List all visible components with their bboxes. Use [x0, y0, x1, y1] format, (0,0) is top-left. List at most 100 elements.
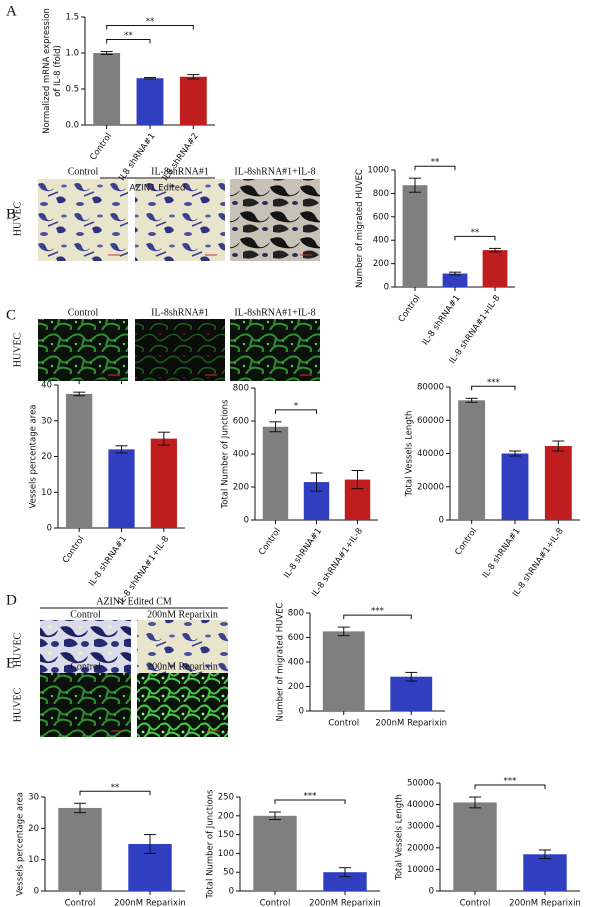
- y-axis-label: Total Vessels Length: [404, 411, 414, 498]
- error-bar: [469, 796, 481, 809]
- bar: [150, 438, 177, 528]
- bar: [253, 815, 297, 891]
- error-bar: [187, 74, 200, 80]
- x-tick-label: 200nM Reparixin: [309, 899, 381, 907]
- y-tick-label: 60000: [417, 416, 444, 426]
- y-axis-label: Total Number of Junctions: [205, 789, 215, 900]
- bar: [323, 872, 367, 891]
- y-tick-label: 0: [429, 887, 434, 897]
- bar: [453, 802, 497, 891]
- significance-bracket: [474, 784, 546, 790]
- y-tick-label: 200: [233, 483, 249, 493]
- y-tick-label: 30: [41, 416, 52, 426]
- y-axis-label: of IL-8 (fold): [53, 45, 63, 97]
- y-tick-label: 200: [373, 259, 389, 269]
- x-tick-label: Control: [61, 534, 87, 565]
- significance-label: **: [146, 17, 155, 27]
- significance-bracket: [454, 235, 496, 241]
- y-tick-label: 800: [288, 609, 304, 619]
- y-tick-label: 10000: [407, 865, 434, 875]
- y-tick-label: 0: [299, 707, 304, 717]
- image-header: AZIN1 Edited CM: [96, 596, 172, 607]
- bar: [322, 631, 365, 711]
- y-axis-label: Number of migrated HUVEC: [355, 169, 365, 288]
- error-bar: [269, 421, 282, 433]
- y-tick-label: 1000: [367, 166, 389, 176]
- column-label: IL-8shRNA#1: [151, 307, 209, 318]
- y-tick-label: 10: [41, 488, 52, 498]
- significance-label: ***: [487, 378, 500, 388]
- bar: [390, 676, 433, 711]
- column-label: IL-8shRNA#1: [151, 166, 209, 177]
- panel-letter: C: [6, 307, 16, 323]
- bar: [108, 449, 135, 528]
- row-label: HUVEC: [12, 201, 23, 236]
- bar: [544, 446, 572, 520]
- significance-label: **: [471, 228, 480, 238]
- y-tick-label: 0: [244, 516, 249, 526]
- y-tick-label: 1.0: [65, 49, 79, 59]
- y-tick-label: 0: [439, 516, 444, 526]
- bar: [262, 426, 289, 520]
- error-bar: [337, 626, 350, 637]
- micrograph: [230, 319, 320, 381]
- x-tick-label: Control: [65, 899, 96, 907]
- micrograph: [135, 179, 225, 261]
- error-bar: [269, 811, 281, 821]
- x-tick-label: Control: [460, 899, 491, 907]
- micrograph: [137, 620, 228, 682]
- micrograph: [40, 673, 131, 737]
- y-axis-label: Normalized mRNA expression: [42, 8, 52, 134]
- bar: [136, 78, 164, 125]
- y-tick-label: 100: [218, 849, 234, 859]
- bar: [458, 400, 486, 520]
- row-label: HUVEC: [12, 632, 23, 667]
- bar: [402, 185, 428, 287]
- micrograph: [137, 673, 228, 737]
- column-label: 200nM Reparixin: [147, 609, 218, 620]
- bar: [523, 854, 567, 891]
- y-tick-label: 250: [218, 793, 234, 803]
- micrograph: [135, 319, 225, 381]
- y-tick-label: 1.5: [65, 13, 79, 23]
- y-tick-label: 50000: [407, 779, 434, 789]
- micrograph: [38, 319, 128, 381]
- bar: [501, 453, 529, 520]
- column-label: IL-8shRNA#1+IL-8: [234, 166, 315, 177]
- y-tick-label: 0: [34, 887, 39, 897]
- y-tick-label: 0.5: [65, 85, 79, 95]
- x-tick-label: Control: [453, 526, 479, 557]
- significance-bracket: [106, 25, 194, 30]
- significance-bracket: [275, 409, 317, 414]
- y-tick-label: 150: [218, 830, 234, 840]
- y-tick-label: 800: [233, 384, 249, 394]
- x-tick-label: IL-8 shRNA#1: [87, 534, 129, 588]
- error-bar: [100, 51, 113, 55]
- y-tick-label: 600: [373, 212, 389, 222]
- y-tick-label: 0: [47, 524, 52, 534]
- y-tick-label: 30: [28, 793, 39, 803]
- significance-label: ***: [504, 777, 517, 787]
- y-tick-label: 400: [373, 236, 389, 246]
- significance-label: **: [124, 31, 133, 41]
- x-tick-label: 200nM Reparixin: [114, 899, 186, 907]
- error-bar: [405, 671, 418, 682]
- error-bar: [465, 397, 478, 403]
- column-label: IL-8shRNA#1+IL-8: [234, 307, 315, 318]
- y-axis-label: Number of migrated HUVEC: [275, 603, 285, 722]
- x-tick-label: Control: [397, 293, 423, 324]
- error-bar: [409, 177, 421, 193]
- y-tick-label: 400: [233, 450, 249, 460]
- y-tick-label: 200: [288, 682, 304, 692]
- x-tick-label: IL-8 shRNA#1+IL-8: [511, 526, 566, 598]
- significance-label: ***: [371, 607, 384, 617]
- error-bar: [157, 431, 170, 446]
- column-label: 200nM Reparixin: [147, 661, 218, 672]
- row-label: HUVEC: [12, 687, 23, 722]
- bar: [58, 807, 102, 891]
- error-bar: [351, 470, 364, 490]
- y-tick-label: 20: [41, 452, 52, 462]
- y-tick-label: 20000: [417, 482, 444, 492]
- x-tick-label: IL-8 shRNA#1: [481, 526, 523, 580]
- bar: [442, 273, 468, 287]
